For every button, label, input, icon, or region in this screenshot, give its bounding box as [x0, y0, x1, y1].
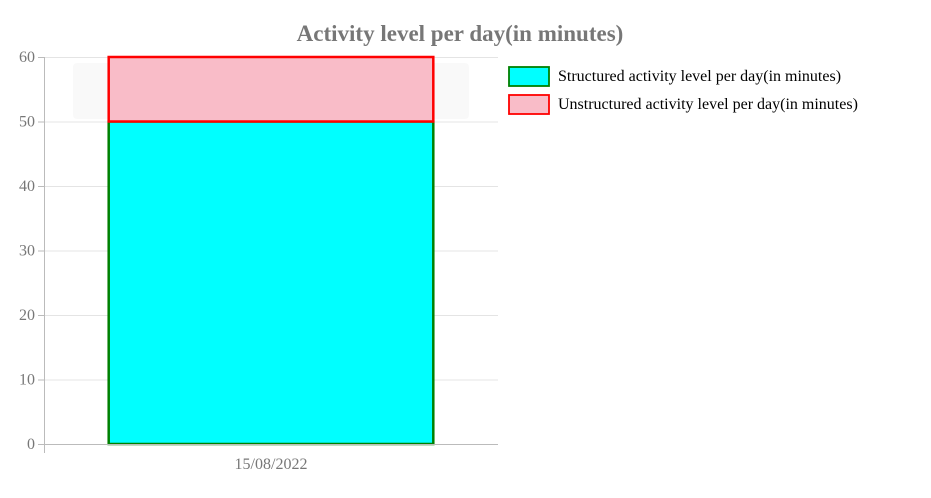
legend-label-unstructured: Unstructured activity level per day(in m…	[558, 96, 858, 113]
y-tick-label: 30	[19, 243, 35, 260]
chart-title: Activity level per day(in minutes)	[297, 21, 624, 46]
y-tick-label: 20	[19, 307, 35, 324]
legend-swatch-unstructured	[508, 94, 550, 115]
y-tick-label: 0	[27, 436, 35, 453]
legend-swatch-structured	[508, 66, 550, 87]
legend-label-structured: Structured activity level per day(in min…	[558, 68, 841, 85]
bars	[107, 55, 435, 446]
y-tick-label: 50	[19, 114, 35, 131]
legend: Structured activity level per day(in min…	[508, 66, 858, 115]
axes: 0 10 20 30 40 50 60 15/08/2022	[19, 49, 498, 473]
y-tick-label: 10	[19, 372, 35, 389]
bar-unstructured	[107, 55, 435, 123]
bar-structured	[107, 120, 435, 446]
x-tick-label: 15/08/2022	[235, 456, 308, 473]
y-tick-label: 60	[19, 49, 35, 66]
y-tick-label: 40	[19, 178, 35, 195]
